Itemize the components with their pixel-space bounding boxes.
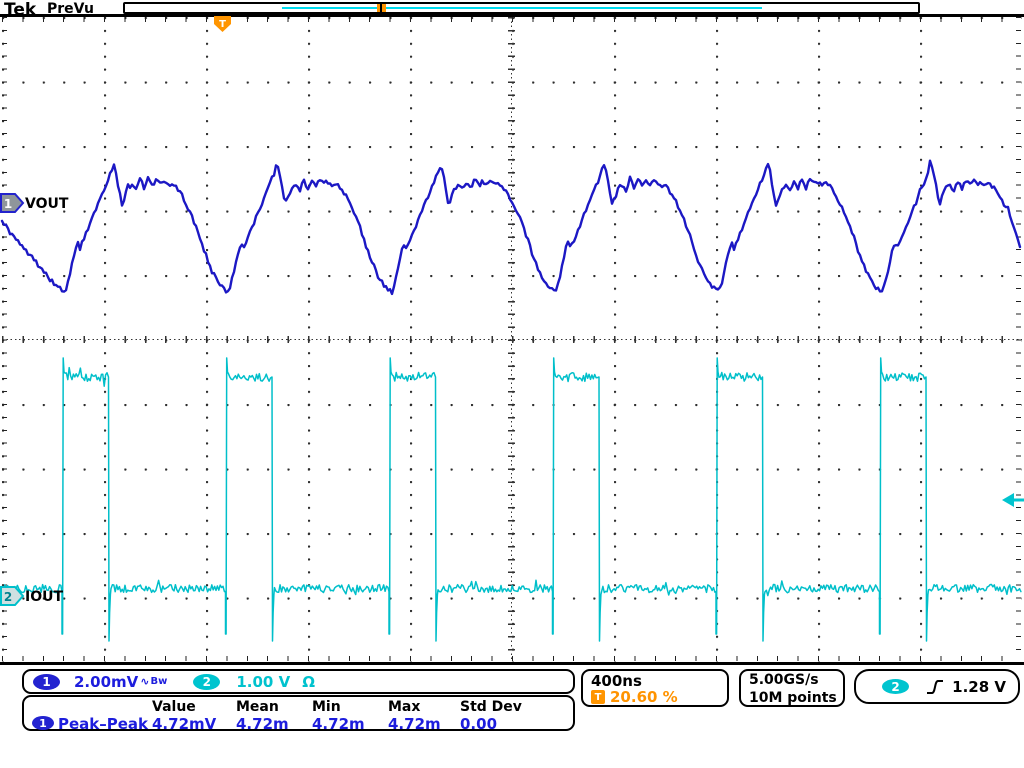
column-header-mean: Mean [236,699,279,715]
trigger-slope-rising-icon [927,679,943,694]
graticule-top-edge [0,14,1024,17]
acquisition-readout[interactable]: 5.00GS/s 10M points [739,669,845,707]
trigger-level: 1.28 V [952,677,1006,696]
channel2-impedance-icon: Ω [302,672,315,691]
measurement-max: 4.72m [388,715,441,733]
trigger-readout[interactable]: 2 1.28 V [854,669,1020,704]
trigger-level-arrow[interactable] [1002,492,1024,508]
channel1-bandwidth-icon: Bw [150,676,168,687]
channel1-badge[interactable]: 1 [33,673,60,690]
measurement-source-badge: 1 [32,716,54,730]
record-trigger-position-marker[interactable] [377,4,386,12]
svg-text:T: T [219,19,226,30]
svg-text:2: 2 [4,590,12,604]
channel2-reference-marker[interactable]: 2 [0,586,25,607]
center-horizontal-ticks [2,336,1022,343]
trigger-position-icon: T [591,690,605,704]
trigger-source-badge: 2 [882,679,909,694]
channel1-label: VOUT [25,196,69,212]
channel1-scale: 2.00mV [74,672,139,691]
channel2-scale: 1.00 V [236,672,291,691]
trigger-position-percent: 20.60 % [610,688,678,706]
top-edge-ticks [2,17,1022,22]
right-edge-ticks [1016,17,1021,662]
timebase-scale: 400ns [591,672,642,690]
sample-rate: 5.00GS/s [749,672,819,688]
column-header-max: Max [388,699,421,715]
measurement-name: Peak–Peak [58,715,149,733]
measurement-value: 4.72mV [152,715,217,733]
graticule-bottom-edge [0,662,1024,665]
measurement-mean: 4.72m [236,715,289,733]
channel2-badge[interactable]: 2 [193,673,221,690]
record-view-bar[interactable] [123,2,920,14]
channel2-label: IOUT [25,589,64,605]
measurement-min: 4.72m [312,715,365,733]
acquisition-mode-label: PreVu [47,1,94,17]
record-length: 10M points [749,690,837,706]
column-header-value: Value [152,699,196,715]
channel1-reference-marker[interactable]: 1 [0,193,25,214]
measurement-table[interactable]: Value Mean Min Max Std Dev 1 Peak–Peak 4… [22,695,575,733]
trigger-position-t-marker[interactable]: T [214,16,232,33]
channel-scale-readout[interactable]: 1 2.00mV ∿ Bw 2 1.00 V Ω [22,669,575,694]
svg-text:1: 1 [4,197,12,211]
record-window-indicator [282,7,762,9]
column-header-stddev: Std Dev [460,699,522,715]
left-edge-ticks [2,17,7,662]
channel1-coupling-icon: ∿ [140,675,150,688]
measurement-stddev: 0.00 [460,715,498,733]
horizontal-scale-readout[interactable]: 400ns T 20.60 % [581,669,729,707]
bottom-edge-ticks [2,656,1022,661]
column-header-min: Min [312,699,341,715]
